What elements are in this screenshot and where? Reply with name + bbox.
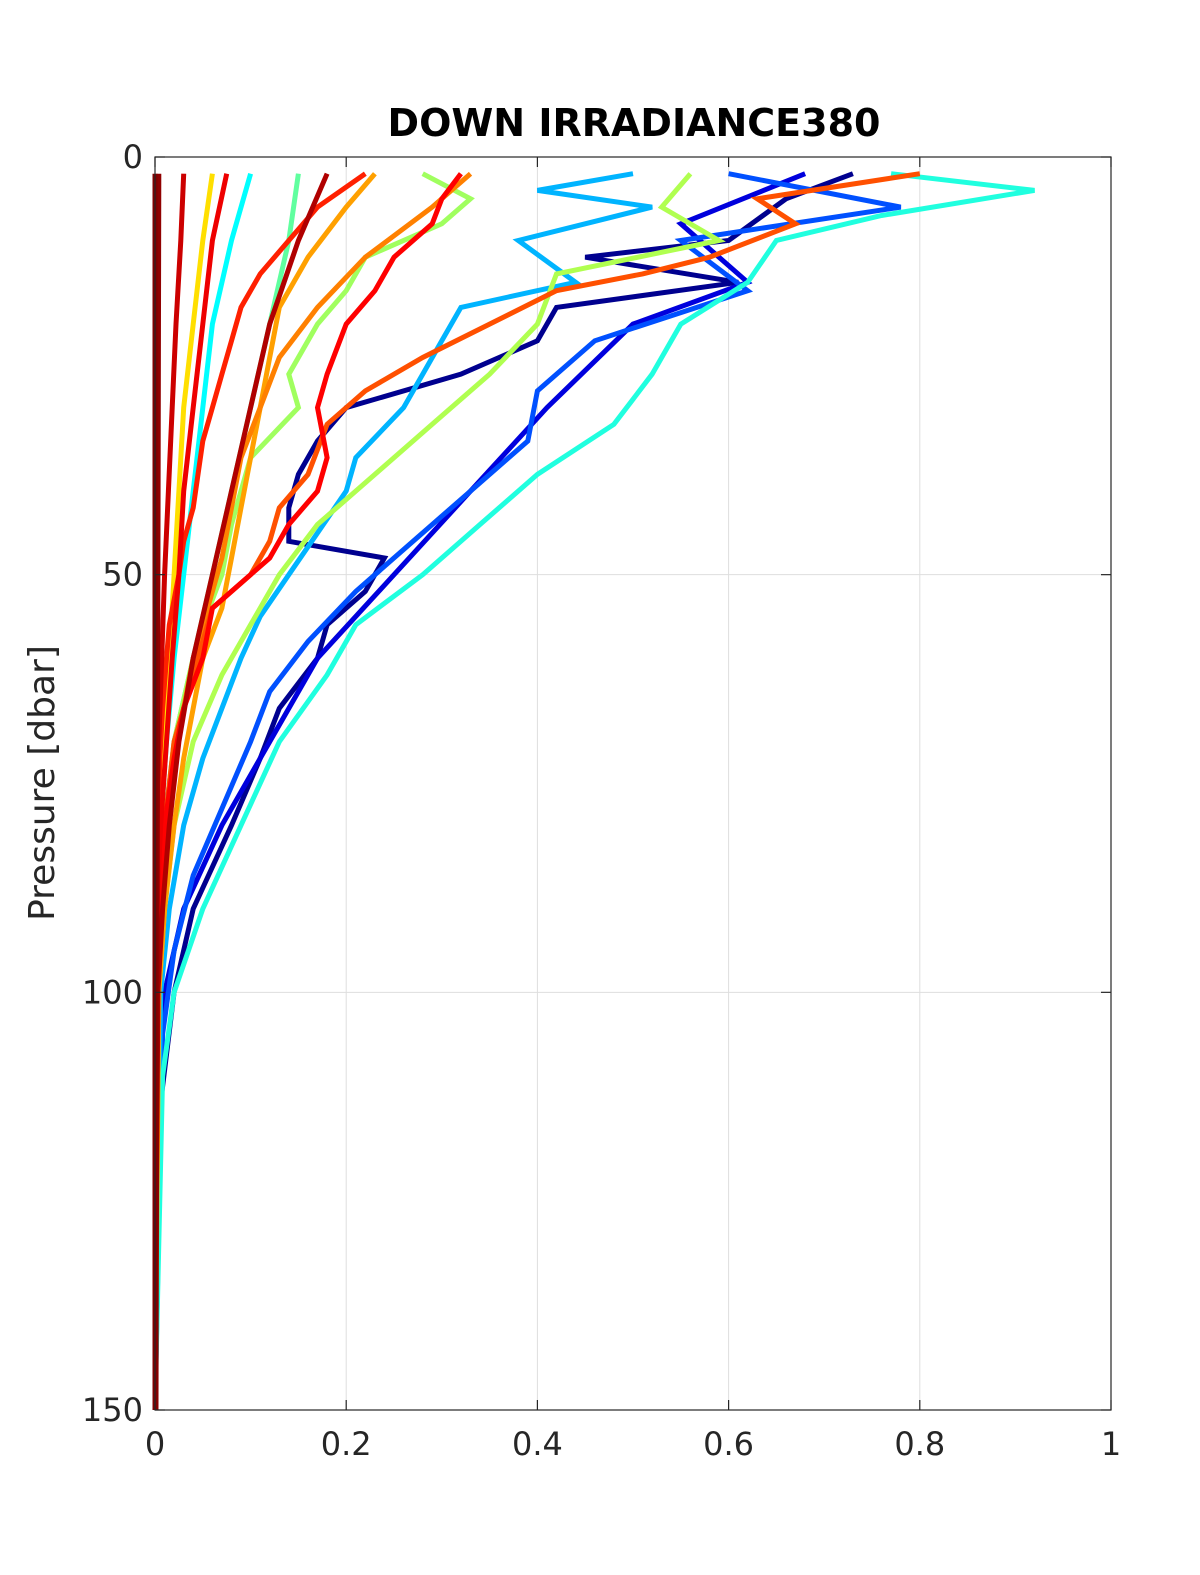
y-tick-label: 0 [123, 138, 143, 176]
x-tick-label: 0.6 [703, 1425, 754, 1463]
axis-ticks: 0 0.2 0.4 0.6 0.8 1 0 50 100 150 [82, 138, 1121, 1463]
grid-lines [155, 157, 1111, 1410]
y-tick-label: 50 [102, 556, 143, 594]
series-line-15 [152, 172, 463, 1411]
series-line-3 [152, 171, 902, 1411]
y-tick-label: 100 [82, 973, 143, 1011]
series-line-4 [152, 171, 653, 1411]
x-tick-label: 0.4 [512, 1425, 563, 1463]
series-layer [152, 171, 1035, 1411]
y-tick-label: 150 [82, 1391, 143, 1429]
chart-title: DOWN IRRADIANCE380 [388, 101, 881, 145]
x-tick-label: 0.2 [321, 1425, 372, 1463]
plot-frame [154, 156, 1112, 1411]
x-tick-label: 0 [145, 1425, 165, 1463]
x-tick-label: 0.8 [894, 1425, 945, 1463]
series-line-2 [152, 171, 807, 1411]
series-line-18 [152, 172, 330, 1411]
series-line-5 [152, 171, 1035, 1411]
x-tick-label: 1 [1101, 1425, 1121, 1463]
series-line-11 [152, 172, 377, 1411]
y-axis-label: Pressure [dbar] [22, 645, 63, 921]
